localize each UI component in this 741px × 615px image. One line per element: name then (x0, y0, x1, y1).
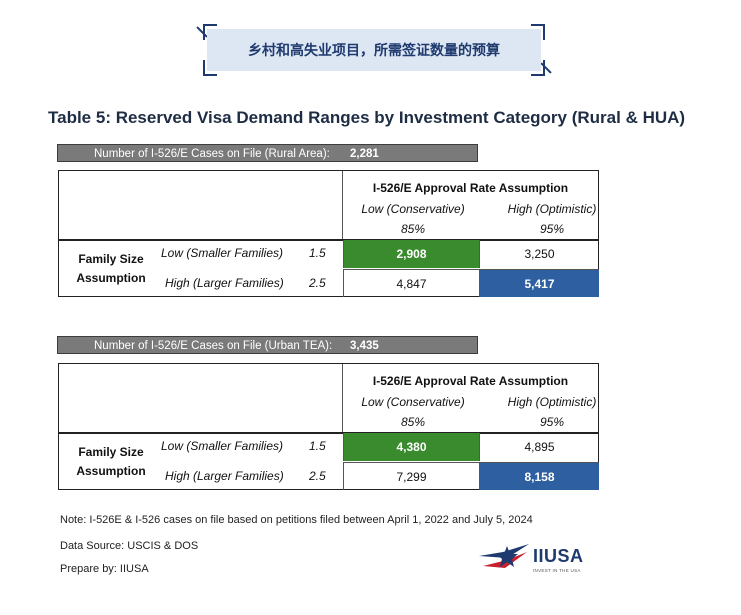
row-label: Low (Smaller Families) (161, 246, 284, 260)
col-low-header: Low (Conservative) (361, 395, 465, 409)
family-size-label: Family Size Assumption (73, 443, 149, 481)
approval-rate-header: I-526/E Approval Rate Assumption (372, 374, 569, 388)
family-label-line: Family Size (78, 445, 144, 459)
chinese-title-banner: 乡村和高失业项目，所需签证数量的预算 (196, 24, 552, 76)
row-factor: 2.5 (309, 276, 326, 290)
col-low-header: Low (Conservative) (361, 202, 465, 216)
table-header: I-526/E Approval Rate Assumption Low (Co… (342, 364, 598, 432)
cases-value: 2,281 (350, 148, 379, 160)
star-swoosh-icon (479, 544, 529, 568)
table-cell: 3,250 (479, 240, 599, 268)
table-cell: 2,908 (343, 240, 479, 268)
divider (59, 239, 598, 241)
page-title: Table 5: Reserved Visa Demand Ranges by … (48, 108, 686, 127)
col-high-header: High (Optimistic) (507, 395, 597, 409)
divider (59, 432, 598, 434)
col-low-pct: 85% (400, 222, 426, 236)
bracket-corner (203, 60, 217, 76)
family-label-line: Assumption (76, 464, 146, 478)
table-cell: 7,299 (343, 462, 479, 490)
table-cell: 5,417 (479, 269, 599, 297)
family-size-label: Family Size Assumption (73, 250, 149, 288)
row-label: Low (Smaller Families) (161, 439, 284, 453)
family-label-line: Family Size (78, 252, 144, 266)
urban-demand-table: I-526/E Approval Rate Assumption Low (Co… (58, 363, 599, 490)
rural-cases-bar: Number of I-526/E Cases on File (Rural A… (57, 144, 478, 162)
table-header: I-526/E Approval Rate Assumption Low (Co… (342, 171, 598, 239)
iiusa-logo: IIUSA INVEST IN THE USA (477, 540, 597, 580)
bracket-corner (531, 24, 545, 40)
table-cell: 8,158 (479, 462, 599, 490)
cases-label: Number of I-526/E Cases on File (Urban T… (94, 340, 333, 352)
table-cell: 4,380 (343, 433, 479, 461)
col-high-pct: 95% (539, 415, 565, 429)
col-high-header: High (Optimistic) (507, 202, 597, 216)
cases-value: 3,435 (350, 340, 379, 352)
row-factor: 1.5 (309, 246, 326, 260)
table-body: Family Size Assumption Low (Smaller Fami… (59, 240, 599, 297)
row-label: High (Larger Families) (165, 276, 284, 290)
col-low-pct: 85% (400, 415, 426, 429)
table-cell: 4,847 (343, 269, 479, 297)
row-label: High (Larger Families) (165, 469, 284, 483)
footnote: Note: I-526E & I-526 cases on file based… (60, 514, 533, 526)
col-high-pct: 95% (539, 222, 565, 236)
table-body: Family Size Assumption Low (Smaller Fami… (59, 433, 599, 490)
row-factor: 2.5 (309, 469, 326, 483)
row-factor: 1.5 (309, 439, 326, 453)
prepared-by: Prepare by: IIUSA (60, 563, 149, 575)
logo-tagline: INVEST IN THE USA (533, 568, 581, 573)
approval-rate-header: I-526/E Approval Rate Assumption (372, 181, 569, 195)
rural-demand-table: I-526/E Approval Rate Assumption Low (Co… (58, 170, 599, 297)
logo-name: IIUSA (533, 546, 584, 566)
urban-cases-bar: Number of I-526/E Cases on File (Urban T… (57, 336, 478, 354)
cases-label: Number of I-526/E Cases on File (Rural A… (94, 148, 330, 160)
data-source: Data Source: USCIS & DOS (60, 540, 199, 552)
family-label-line: Assumption (76, 271, 146, 285)
table-cell: 4,895 (479, 433, 599, 461)
banner-text: 乡村和高失业项目，所需签证数量的预算 (207, 29, 541, 71)
